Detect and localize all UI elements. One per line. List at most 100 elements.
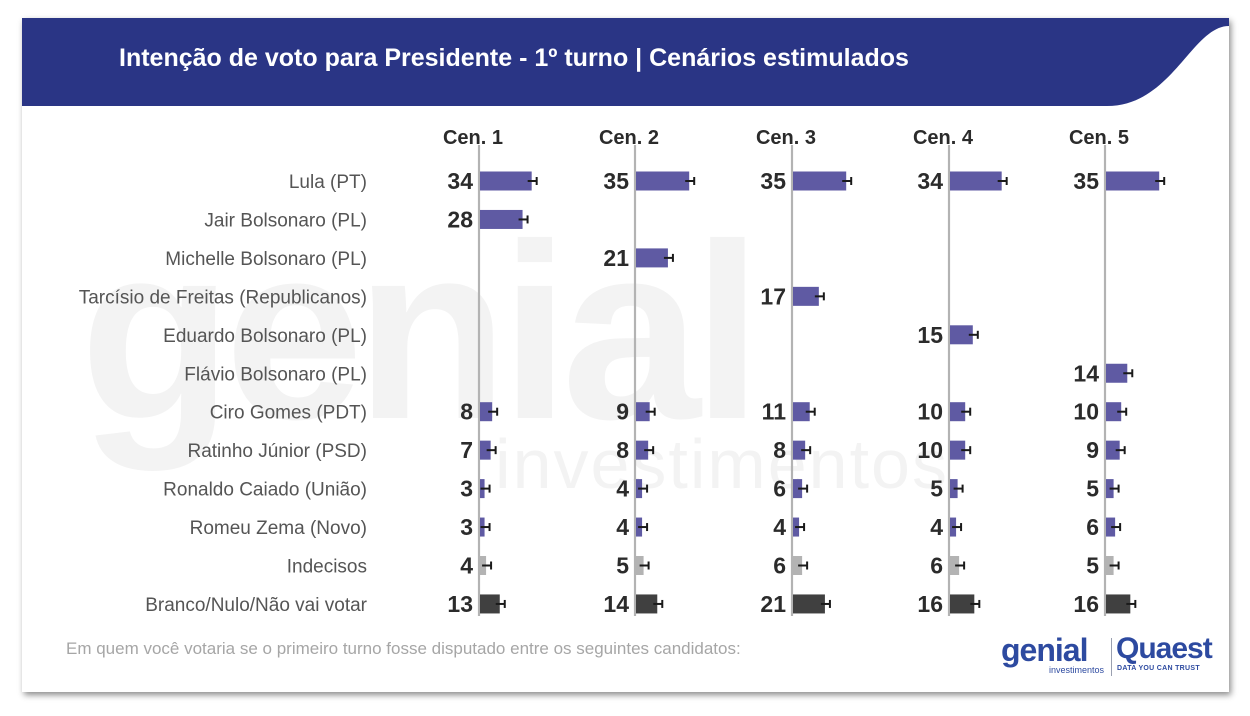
bar bbox=[950, 402, 966, 422]
bar bbox=[480, 594, 500, 614]
data-label: 16 bbox=[1073, 591, 1099, 617]
bar bbox=[793, 479, 803, 499]
genial-watermark: genial investimentos bbox=[80, 192, 949, 503]
data-label: 8 bbox=[773, 437, 786, 463]
data-label: 6 bbox=[773, 553, 786, 579]
candidate-label: Ratinho Júnior (PSD) bbox=[187, 441, 367, 462]
bar bbox=[636, 171, 690, 191]
footnote: Em quem você votaria se o primeiro turno… bbox=[66, 639, 741, 658]
data-label: 14 bbox=[1073, 360, 1099, 386]
scenario-header: Cen. 1 bbox=[443, 127, 503, 149]
data-label: 10 bbox=[1073, 399, 1099, 425]
bar bbox=[950, 594, 975, 614]
quaest-logo-word: Quaest bbox=[1116, 632, 1213, 665]
data-label: 6 bbox=[773, 476, 786, 502]
data-label: 14 bbox=[603, 591, 629, 617]
banner-shape bbox=[22, 18, 1229, 106]
candidate-label: Lula (PT) bbox=[289, 172, 367, 193]
bar bbox=[950, 325, 973, 345]
candidate-label: Tarcísio de Freitas (Republicanos) bbox=[79, 287, 367, 308]
data-label: 6 bbox=[930, 553, 943, 579]
scenario-header: Cen. 5 bbox=[1069, 127, 1129, 149]
candidate-label: Flávio Bolsonaro (PL) bbox=[184, 364, 367, 385]
genial-logo-sub: investimentos bbox=[1049, 665, 1105, 675]
candidate-label: Indecisos bbox=[287, 557, 367, 578]
candidate-label: Branco/Nulo/Não vai votar bbox=[145, 595, 367, 616]
data-label: 34 bbox=[917, 168, 943, 194]
quaest-logo: Quaest DATA YOU CAN TRUST bbox=[1116, 632, 1222, 676]
bar bbox=[950, 171, 1002, 191]
data-label: 35 bbox=[1073, 168, 1099, 194]
data-label: 4 bbox=[616, 476, 629, 502]
bar bbox=[793, 594, 825, 614]
data-label: 21 bbox=[760, 591, 786, 617]
bar bbox=[480, 440, 491, 460]
bar bbox=[480, 402, 493, 422]
bar bbox=[1106, 363, 1128, 383]
data-label: 10 bbox=[917, 399, 943, 425]
data-label: 34 bbox=[447, 168, 473, 194]
bar bbox=[793, 556, 803, 575]
data-label: 5 bbox=[1086, 553, 1099, 579]
bar bbox=[793, 171, 847, 191]
data-label: 11 bbox=[762, 399, 787, 425]
data-label: 4 bbox=[460, 553, 473, 579]
data-label: 6 bbox=[1086, 514, 1099, 540]
data-label: 8 bbox=[460, 399, 473, 425]
candidate-label: Ronaldo Caiado (União) bbox=[163, 480, 367, 501]
data-label: 9 bbox=[616, 399, 629, 425]
data-label: 28 bbox=[447, 206, 473, 232]
data-label: 13 bbox=[447, 591, 473, 617]
data-label: 9 bbox=[1086, 437, 1099, 463]
bar bbox=[950, 440, 966, 460]
title-banner bbox=[22, 18, 1229, 106]
candidate-label: Romeu Zema (Novo) bbox=[190, 518, 367, 539]
page-title: Intenção de voto para Presidente - 1º tu… bbox=[119, 44, 909, 72]
bar bbox=[950, 556, 960, 575]
chart-card: genial investimentos Intenção de voto pa… bbox=[22, 18, 1229, 692]
scenario-header: Cen. 2 bbox=[599, 127, 659, 149]
data-label: 21 bbox=[603, 245, 629, 271]
data-label: 16 bbox=[917, 591, 943, 617]
bar bbox=[636, 594, 658, 614]
bar bbox=[1106, 594, 1131, 614]
bar bbox=[636, 440, 649, 460]
data-label: 10 bbox=[917, 437, 943, 463]
data-label: 5 bbox=[930, 476, 943, 502]
svg-text:investimentos: investimentos bbox=[495, 425, 949, 503]
bar bbox=[1106, 402, 1122, 422]
bar bbox=[480, 171, 532, 191]
bar bbox=[793, 286, 819, 306]
candidate-label: Jair Bolsonaro (PL) bbox=[204, 210, 367, 231]
logo-divider bbox=[1111, 638, 1112, 676]
candidate-label: Michelle Bolsonaro (PL) bbox=[165, 249, 367, 270]
data-label: 35 bbox=[760, 168, 786, 194]
bar bbox=[636, 402, 650, 422]
bar bbox=[480, 209, 523, 229]
bar bbox=[1106, 517, 1116, 537]
data-label: 3 bbox=[460, 514, 473, 540]
bar bbox=[793, 440, 806, 460]
data-label: 7 bbox=[460, 437, 473, 463]
data-label: 8 bbox=[616, 437, 629, 463]
bar bbox=[793, 402, 810, 422]
data-label: 5 bbox=[1086, 476, 1099, 502]
genial-logo: genial investimentos bbox=[1001, 632, 1113, 676]
scenario-header: Cen. 3 bbox=[756, 127, 816, 149]
bar bbox=[1106, 440, 1120, 460]
data-label: 3 bbox=[460, 476, 473, 502]
bar bbox=[1106, 171, 1160, 191]
candidate-label: Eduardo Bolsonaro (PL) bbox=[163, 326, 367, 347]
quaest-logo-tagline: DATA YOU CAN TRUST bbox=[1117, 665, 1200, 672]
data-label: 17 bbox=[760, 283, 786, 309]
candidate-label: Ciro Gomes (PDT) bbox=[210, 403, 367, 424]
data-label: 15 bbox=[917, 322, 943, 348]
vote-intention-chart: Cen. 1 Cen. 2 Cen. 3 Cen. 4 Cen. 5 Lula (PT) J… bbox=[79, 127, 1166, 617]
data-label: 35 bbox=[603, 168, 629, 194]
data-label: 4 bbox=[930, 514, 943, 540]
genial-logo-word: genial bbox=[1001, 632, 1088, 668]
scenario-header: Cen. 4 bbox=[913, 127, 974, 149]
data-label: 5 bbox=[616, 553, 629, 579]
bar bbox=[636, 248, 668, 268]
data-label: 4 bbox=[616, 514, 629, 540]
